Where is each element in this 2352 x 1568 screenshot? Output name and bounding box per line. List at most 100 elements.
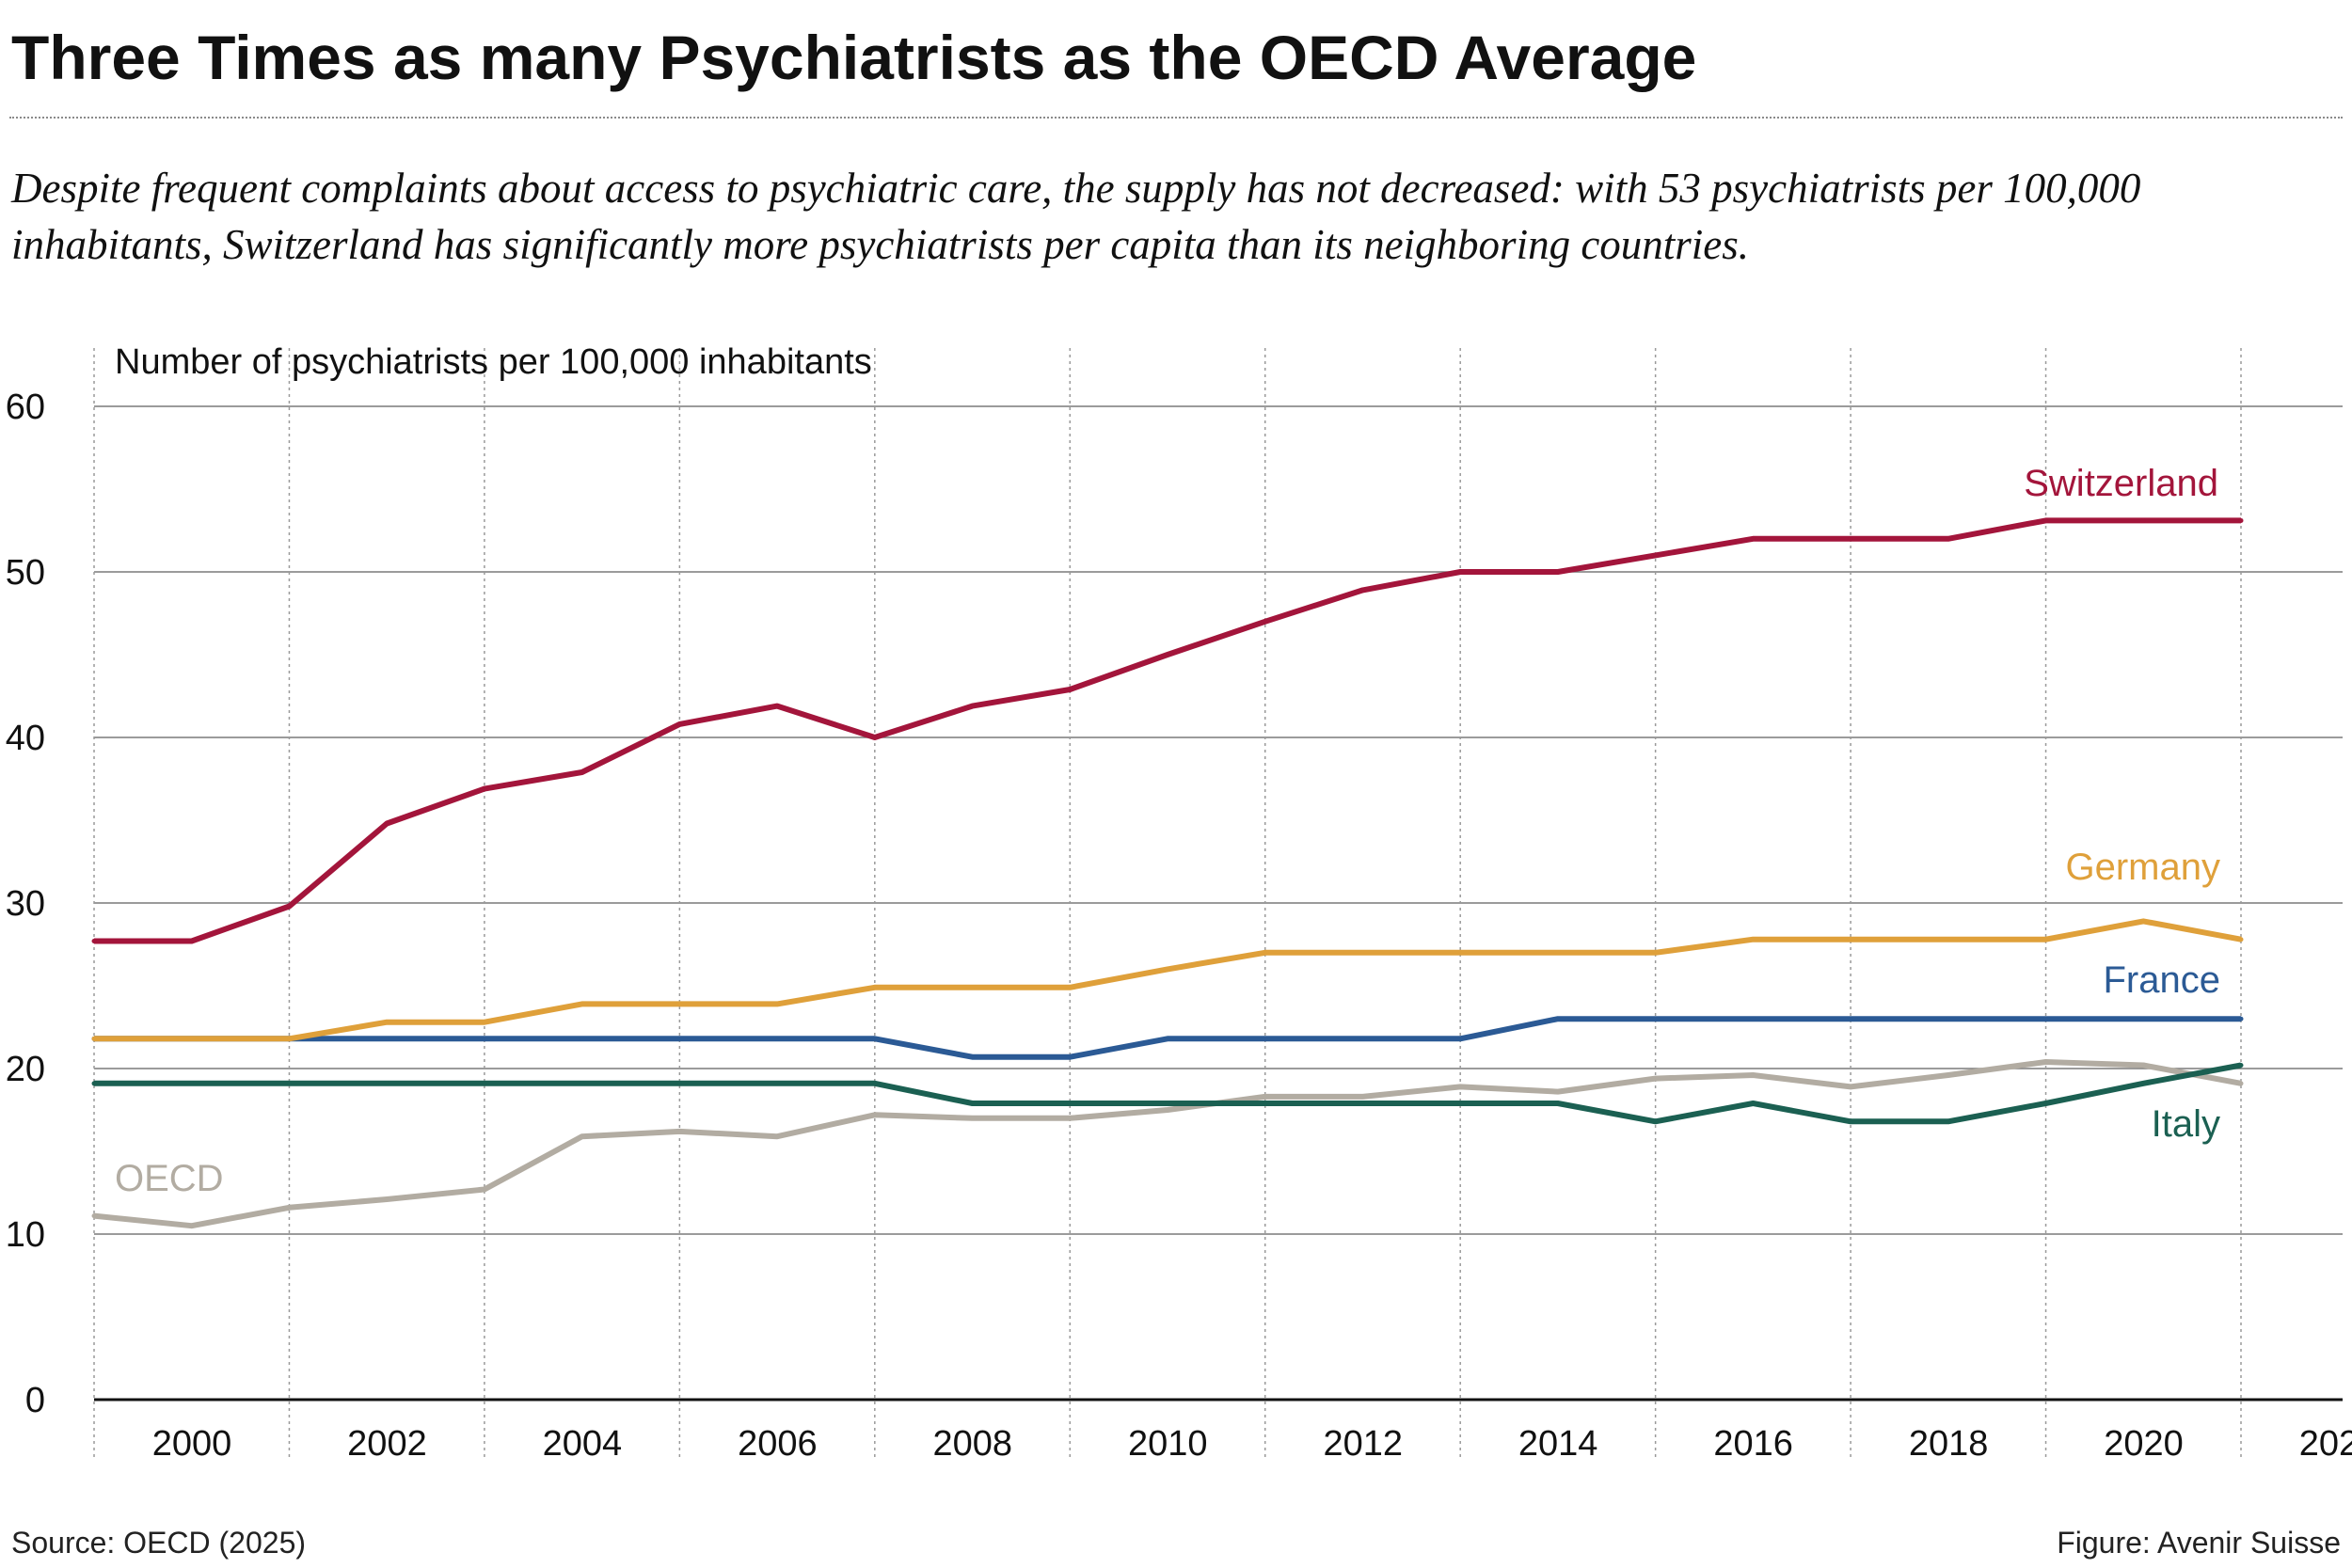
- data-point-italy: [384, 1081, 389, 1086]
- y-tick-label: 20: [6, 1050, 45, 1089]
- y-axis-ticks: 0 10 20 30 40 50 60: [6, 388, 45, 1420]
- x-tick-label: 2014: [1518, 1424, 1598, 1464]
- data-point-germany: [1165, 966, 1170, 972]
- data-point-switzerland: [1750, 536, 1756, 542]
- data-point-germany: [286, 1036, 292, 1041]
- x-tick-label: 2006: [738, 1424, 818, 1464]
- y-tick-label: 50: [6, 553, 45, 593]
- data-point-switzerland: [1555, 569, 1561, 575]
- data-point-germany: [384, 1020, 389, 1025]
- y-axis-title: Number of psychiatrists per 100,000 inha…: [115, 342, 872, 382]
- data-point-italy: [1165, 1101, 1170, 1106]
- data-point-oecd: [286, 1205, 292, 1211]
- data-point-france: [1848, 1016, 1853, 1022]
- data-point-oecd: [1653, 1076, 1659, 1082]
- data-point-italy: [1848, 1118, 1853, 1124]
- series-label-oecd: OECD: [115, 1158, 224, 1199]
- data-point-italy: [1263, 1101, 1268, 1106]
- x-tick-label: 2010: [1128, 1424, 1208, 1464]
- data-point-italy: [774, 1081, 780, 1086]
- data-point-oecd: [2140, 1062, 2146, 1068]
- data-point-france: [482, 1036, 487, 1041]
- data-point-germany: [1848, 937, 1853, 942]
- y-tick-label: 30: [6, 884, 45, 924]
- x-tick-label: 2022: [2299, 1424, 2352, 1464]
- data-point-germany: [1457, 950, 1463, 956]
- data-point-switzerland: [286, 904, 292, 910]
- data-point-germany: [1359, 950, 1365, 956]
- data-point-switzerland: [1067, 687, 1073, 692]
- data-point-france: [1457, 1036, 1463, 1041]
- data-point-france: [1067, 1054, 1073, 1060]
- data-point-italy: [2140, 1081, 2146, 1086]
- series-labels: OECD Italy France Germany Switzerland: [115, 463, 2220, 1199]
- data-point-italy: [286, 1081, 292, 1086]
- series-line-italy: [94, 1062, 2242, 1125]
- data-point-italy: [91, 1081, 97, 1086]
- x-tick-label: 2002: [347, 1424, 427, 1464]
- data-point-germany: [1653, 950, 1659, 956]
- data-point-italy: [2043, 1101, 2049, 1106]
- data-point-france: [676, 1036, 682, 1041]
- title-divider: [9, 117, 2343, 119]
- data-point-italy: [872, 1081, 878, 1086]
- data-point-italy: [1555, 1101, 1561, 1106]
- data-point-germany: [1067, 985, 1073, 990]
- data-point-switzerland: [384, 821, 389, 827]
- data-point-switzerland: [1263, 619, 1268, 625]
- x-tick-label: 2004: [543, 1424, 623, 1464]
- data-point-italy: [1750, 1101, 1756, 1106]
- data-point-oecd: [774, 1133, 780, 1139]
- data-point-italy: [1653, 1118, 1659, 1124]
- data-point-italy: [580, 1081, 585, 1086]
- data-point-france: [2140, 1016, 2146, 1022]
- data-point-switzerland: [1165, 652, 1170, 657]
- data-point-oecd: [1359, 1094, 1365, 1100]
- data-point-france: [774, 1036, 780, 1041]
- data-point-france: [2043, 1016, 2049, 1022]
- data-point-france: [580, 1036, 585, 1041]
- data-point-germany: [91, 1036, 97, 1041]
- data-point-oecd: [482, 1186, 487, 1192]
- data-point-germany: [189, 1036, 195, 1041]
- data-point-switzerland: [482, 786, 487, 792]
- data-point-italy: [1359, 1101, 1365, 1106]
- data-point-france: [384, 1036, 389, 1041]
- data-point-oecd: [189, 1223, 195, 1228]
- data-point-oecd: [1946, 1072, 1951, 1078]
- gridlines: [93, 348, 2343, 1460]
- x-tick-label: 2008: [933, 1424, 1013, 1464]
- data-point-oecd: [676, 1129, 682, 1134]
- data-point-germany: [872, 985, 878, 990]
- data-point-germany: [774, 1001, 780, 1006]
- data-point-germany: [2238, 937, 2244, 942]
- data-point-italy: [482, 1081, 487, 1086]
- data-point-switzerland: [1946, 536, 1951, 542]
- y-tick-label: 10: [6, 1215, 45, 1255]
- data-point-oecd: [1165, 1107, 1170, 1113]
- data-point-france: [1263, 1036, 1268, 1041]
- data-point-switzerland: [872, 735, 878, 740]
- data-point-italy: [676, 1081, 682, 1086]
- source-note: Source: OECD (2025): [11, 1526, 307, 1560]
- series-label-germany: Germany: [2066, 847, 2221, 888]
- series-line-switzerland: [94, 517, 2241, 944]
- data-point-switzerland: [91, 938, 97, 943]
- data-point-oecd: [580, 1133, 585, 1139]
- data-point-germany: [482, 1020, 487, 1025]
- data-point-germany: [970, 985, 976, 990]
- data-point-switzerland: [1359, 587, 1365, 593]
- data-point-switzerland: [970, 704, 976, 709]
- data-point-italy: [189, 1081, 195, 1086]
- data-point-france: [1946, 1016, 1951, 1022]
- data-point-germany: [1750, 937, 1756, 942]
- y-tick-label: 40: [6, 719, 45, 758]
- data-point-france: [970, 1054, 976, 1060]
- data-point-oecd: [2238, 1081, 2244, 1086]
- data-point-italy: [970, 1101, 976, 1106]
- data-point-switzerland: [580, 769, 585, 775]
- data-point-germany: [2043, 937, 2049, 942]
- data-point-switzerland: [1457, 569, 1463, 575]
- data-point-italy: [2238, 1062, 2244, 1068]
- data-point-germany: [2140, 918, 2146, 924]
